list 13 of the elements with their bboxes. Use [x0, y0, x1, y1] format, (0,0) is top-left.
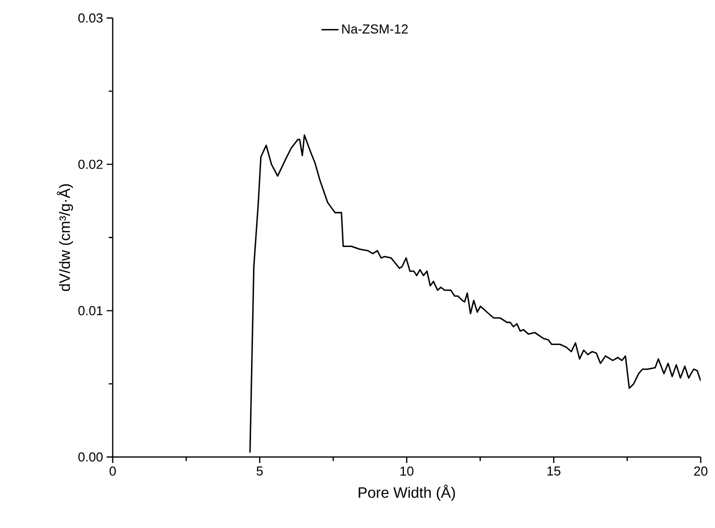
y-tick-label: 0.00 [78, 452, 103, 462]
y-tick-label: 0.01 [78, 306, 103, 316]
x-tick-label: 5 [256, 466, 263, 476]
legend-label: Na-ZSM-12 [342, 24, 408, 34]
x-tick-label: 10 [400, 466, 414, 476]
x-axis-title: Pore Width (Å) [358, 484, 455, 501]
y-tick-label: 0.02 [78, 160, 103, 169]
y-axis-title: dV/dw (cm³/g·Å) [56, 184, 73, 292]
x-tick-label: 15 [547, 466, 560, 476]
y-tick-label: 0.03 [78, 13, 103, 23]
x-tick-label: 20 [694, 466, 708, 476]
line-series [249, 134, 701, 454]
x-tick-label: 0 [110, 466, 116, 476]
